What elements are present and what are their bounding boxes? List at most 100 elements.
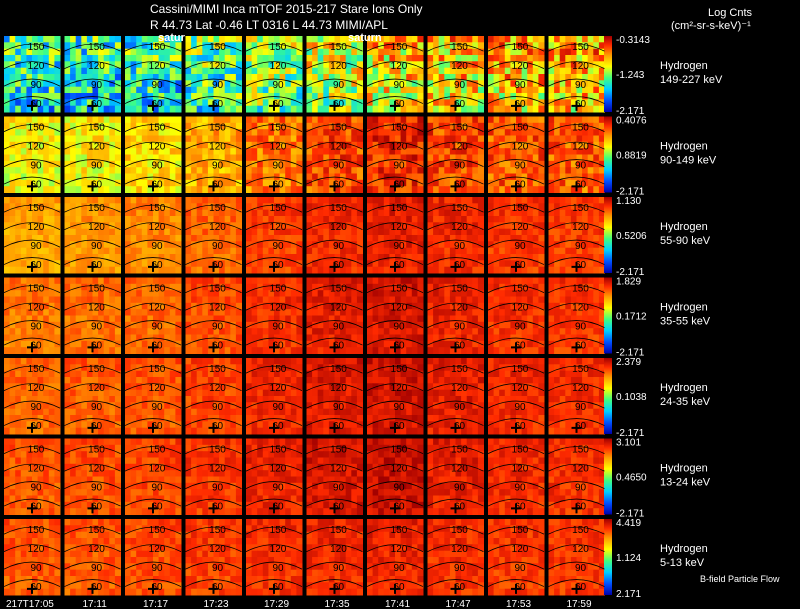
heat-cell: [400, 154, 407, 162]
heat-cell: [565, 80, 572, 88]
heat-cell: [43, 74, 50, 81]
heat-cell: [164, 129, 171, 136]
heat-cell: [582, 80, 589, 88]
heat-cell: [306, 135, 313, 143]
heat-cell: [372, 154, 379, 162]
heat-cell: [587, 266, 594, 274]
heat-cell: [230, 48, 237, 56]
heat-cell: [98, 389, 105, 397]
heat-cell: [235, 61, 242, 69]
heat-cell: [98, 396, 105, 403]
heat-cell: [438, 67, 445, 75]
heat-cell: [130, 179, 137, 187]
heat-cell: [312, 266, 319, 274]
heat-cell: [395, 179, 402, 187]
heat-cell: [461, 105, 468, 113]
heat-cell: [274, 80, 281, 88]
heat-cell: [351, 116, 358, 124]
heat-cell: [466, 328, 473, 335]
heat-cell: [43, 67, 50, 75]
heat-cell: [582, 135, 589, 143]
heat-cell: [213, 266, 220, 274]
heat-cell: [587, 173, 594, 181]
heat-cell: [372, 216, 379, 223]
heat-cell: [175, 135, 182, 143]
heat-cell: [383, 222, 390, 230]
heat-cell: [37, 36, 44, 43]
heat-cell: [48, 396, 55, 403]
heat-cell: [306, 241, 313, 249]
heat-cell: [81, 254, 88, 261]
heat-cell: [130, 309, 137, 316]
heat-cell: [213, 186, 220, 193]
heat-cell: [417, 61, 424, 69]
heat-cell: [224, 135, 231, 143]
heat-cell: [516, 135, 523, 143]
heat-cell: [37, 302, 44, 310]
heat-cell: [26, 141, 33, 149]
heat-cell: [296, 135, 303, 143]
heat-cell: [598, 216, 605, 223]
heat-cell: [444, 283, 451, 291]
heat-cell: [130, 216, 137, 223]
heat-cell: [527, 55, 534, 62]
heat-cell: [70, 135, 77, 143]
heat-cell: [296, 48, 303, 56]
heat-cell: [224, 260, 231, 268]
heat-cell: [548, 290, 555, 297]
heat-cell: [54, 80, 61, 88]
heat-cell: [285, 277, 292, 285]
heat-cell: [32, 389, 39, 397]
heat-cell: [378, 290, 385, 297]
heat-cell: [532, 241, 539, 249]
heat-cell: [130, 235, 137, 242]
heat-cell: [472, 277, 479, 285]
heat-cell: [356, 80, 363, 88]
heat-cell: [191, 216, 198, 223]
heat-cell: [351, 235, 358, 242]
heat-cell: [449, 235, 456, 242]
heat-cell: [328, 340, 335, 348]
heat-cell: [262, 105, 269, 113]
heat-cell: [554, 148, 561, 155]
heat-cell: [86, 347, 93, 354]
heat-cell: [372, 315, 379, 323]
heat-cell: [477, 309, 484, 316]
heat-cell: [433, 67, 440, 75]
heat-cell: [86, 116, 93, 124]
heat-cell: [367, 334, 374, 342]
heat-cell: [262, 197, 269, 204]
heat-cell: [378, 340, 385, 348]
heat-cell: [70, 358, 77, 365]
heat-cell: [477, 302, 484, 310]
heat-cell: [235, 154, 242, 162]
heat-cell: [510, 241, 517, 249]
heat-cell: [20, 241, 27, 249]
heat-cell: [372, 167, 379, 174]
heat-cell: [169, 266, 176, 274]
heat-cell: [64, 173, 71, 181]
heat-cell: [15, 358, 22, 365]
heat-cell: [257, 228, 264, 236]
heat-cell: [461, 129, 468, 136]
heat-cell: [268, 340, 275, 348]
heat-cell: [230, 283, 237, 291]
heat-cell: [219, 315, 226, 323]
heat-cell: [400, 116, 407, 124]
heat-cell: [438, 254, 445, 261]
heat-cell: [466, 216, 473, 223]
heat-cell: [114, 74, 121, 81]
heat-cell: [383, 122, 390, 130]
heat-cell: [285, 61, 292, 69]
heat-cell: [103, 358, 110, 365]
heat-cell: [114, 334, 121, 342]
heat-cell: [141, 277, 148, 285]
heat-cell: [164, 74, 171, 81]
heat-cell: [9, 197, 16, 204]
heat-cell: [532, 74, 539, 81]
heat-cell: [246, 36, 253, 43]
heat-cell: [378, 235, 385, 242]
heat-cell: [411, 93, 418, 100]
heat-cell: [559, 321, 566, 329]
heat-cell: [395, 67, 402, 75]
